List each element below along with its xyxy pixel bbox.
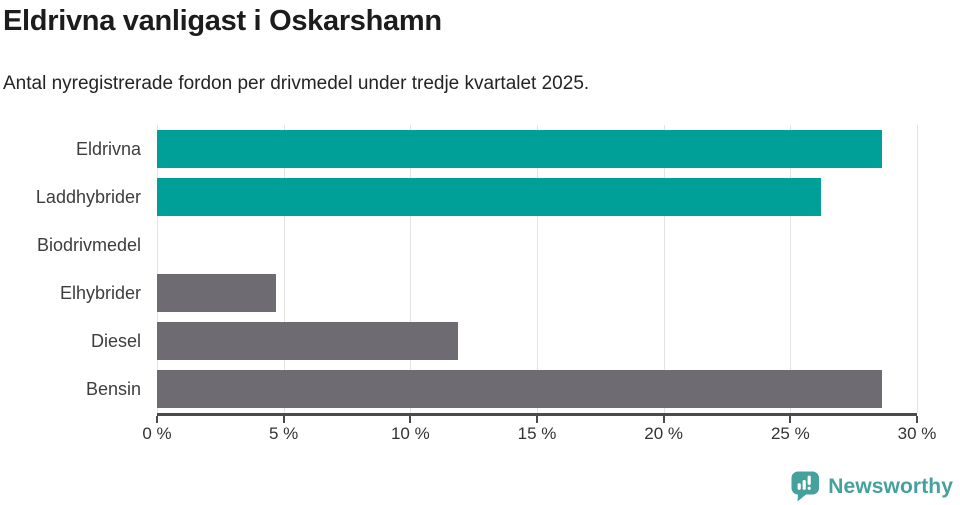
gridline: [283, 125, 285, 413]
x-axis-tick: [536, 416, 538, 423]
bar-diesel: [157, 322, 459, 360]
gridline: [663, 125, 665, 413]
category-label: Laddhybrider: [35, 186, 141, 207]
x-axis-tick: [789, 416, 792, 423]
x-axis-tick: [156, 416, 158, 423]
category-label: Eldrivna: [75, 138, 141, 159]
gridline: [157, 125, 158, 413]
bar-track: [157, 370, 917, 408]
chart-rows: Eldrivna Laddhybrider Biodrivmedel Elhybrid…: [0, 125, 960, 413]
category-label: Elhybrider: [59, 282, 141, 303]
brand-name: Newsworthy: [828, 474, 953, 498]
bar-track: [157, 178, 917, 216]
bar-laddhybrider: [157, 178, 821, 216]
bar-chart: Eldrivna Laddhybrider Biodrivmedel Elhybrid…: [0, 125, 960, 449]
bar-eldrivna: [157, 130, 882, 168]
gridline: [917, 125, 918, 413]
x-axis-tick: [282, 416, 285, 423]
chart-row: Diesel: [0, 317, 960, 365]
chart-title: Eldrivna vanligast i Oskarshamn: [3, 5, 442, 37]
chart-row: Bensin: [0, 365, 960, 413]
x-axis-tick: [662, 416, 665, 423]
chart-subtitle: Antal nyregistrerade fordon per drivmede…: [3, 73, 590, 94]
x-axis-tick-label: 0 %: [142, 424, 172, 443]
x-axis-tick-label: 15 %: [517, 424, 557, 443]
x-axis-tick-label: 20 %: [644, 424, 684, 443]
chart-plot-area: Eldrivna Laddhybrider Biodrivmedel Elhybrid…: [0, 125, 960, 413]
chart-row: Elhybrider: [0, 269, 960, 317]
x-axis-tick-label: 25 %: [770, 424, 810, 443]
gridline: [790, 125, 792, 413]
gridlines: [157, 125, 918, 413]
x-axis-tick-label: 10 %: [390, 424, 430, 443]
x-axis-line: [157, 413, 917, 416]
bar-bensin: [157, 370, 882, 408]
bar-elhybrider: [157, 274, 277, 312]
brand-footer: Newsworthy: [791, 471, 953, 502]
newsworthy-logo-icon: [791, 471, 820, 502]
bar-track: [157, 130, 917, 168]
category-label: Bensin: [85, 378, 141, 399]
category-label: Diesel: [90, 330, 141, 351]
gridline: [537, 125, 538, 413]
category-label: Biodrivmedel: [36, 234, 141, 255]
x-axis-tick-label: 30 %: [897, 424, 937, 443]
x-axis-tick-label: 5 %: [269, 424, 299, 443]
chart-row: Eldrivna: [0, 125, 960, 173]
x-axis: 0 % 5 % 10 % 15 % 20 % 25 % 30 %: [142, 413, 936, 449]
chart-row: Laddhybrider: [0, 173, 960, 221]
x-axis-tick: [409, 416, 412, 423]
chart-row: Biodrivmedel: [0, 221, 960, 269]
bar-track: [157, 226, 917, 264]
gridline: [410, 125, 412, 413]
bar-track: [157, 322, 917, 360]
bar-track: [157, 274, 917, 312]
x-axis-tick: [916, 416, 918, 423]
